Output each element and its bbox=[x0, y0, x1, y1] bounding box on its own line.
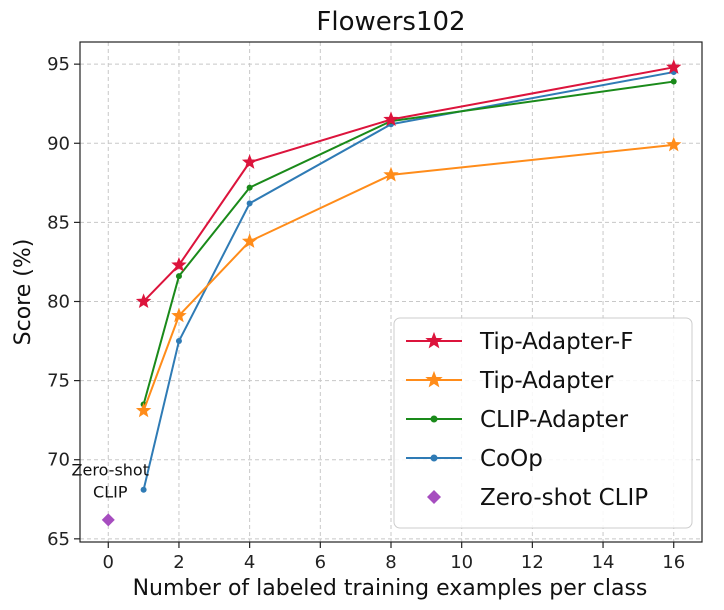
legend-label: Zero-shot CLIP bbox=[480, 485, 648, 511]
y-tick-label: 75 bbox=[47, 371, 70, 392]
annotation-label: Zero-shot bbox=[72, 461, 149, 480]
data-point bbox=[175, 273, 182, 280]
legend-box bbox=[393, 317, 693, 529]
chart-title: Flowers102 bbox=[316, 7, 465, 37]
x-axis-label: Number of labeled training examples per … bbox=[133, 576, 648, 601]
legend-marker bbox=[425, 331, 443, 349]
x-tick-label: 16 bbox=[662, 552, 685, 573]
y-tick-label: 65 bbox=[47, 529, 70, 550]
legend-item-tip-adapter-f: Tip-Adapter-F bbox=[406, 329, 633, 355]
legend-item-clip-adapter: CLIP-Adapter bbox=[406, 407, 629, 433]
y-tick-label: 85 bbox=[47, 212, 70, 233]
data-point bbox=[101, 513, 115, 527]
data-point bbox=[135, 402, 152, 418]
series-tip-adapter-f bbox=[135, 59, 682, 309]
axis-ticks: 0 2 4 6 8 10 12 14 16 65 70 75 80 85 90 95 bbox=[47, 54, 685, 573]
series-tip-adapter bbox=[135, 136, 682, 418]
data-point bbox=[246, 184, 253, 191]
legend-label: CLIP-Adapter bbox=[480, 407, 629, 433]
data-point bbox=[246, 200, 253, 207]
data-point bbox=[666, 59, 682, 74]
data-point bbox=[241, 233, 258, 248]
x-tick-label: 10 bbox=[450, 552, 473, 573]
y-tick-label: 95 bbox=[47, 54, 70, 75]
x-tick-label: 4 bbox=[244, 552, 255, 573]
legend-marker bbox=[427, 490, 441, 504]
legend-item-tip-adapter: Tip-Adapter bbox=[406, 368, 614, 394]
data-point bbox=[670, 78, 677, 85]
legend-marker bbox=[425, 370, 443, 388]
data-point bbox=[241, 154, 258, 169]
x-tick-label: 12 bbox=[521, 552, 544, 573]
legend-label: Tip-Adapter bbox=[479, 368, 614, 394]
x-tick-label: 14 bbox=[592, 552, 615, 573]
data-point bbox=[383, 111, 399, 127]
x-tick-label: 8 bbox=[385, 552, 396, 573]
annotations: Zero-shot CLIP bbox=[72, 461, 149, 502]
legend-item-coop: CoOp bbox=[406, 446, 543, 472]
legend-marker bbox=[430, 415, 438, 423]
x-tick-label: 0 bbox=[103, 552, 114, 573]
y-axis-label: Score (%) bbox=[11, 239, 36, 346]
series-zero-shot-clip bbox=[101, 513, 115, 527]
data-point bbox=[666, 136, 682, 152]
legend-item-zero-shot-clip: Zero-shot CLIP bbox=[427, 485, 648, 511]
data-point bbox=[140, 486, 147, 493]
data-point bbox=[171, 307, 187, 323]
legend-label: Tip-Adapter-F bbox=[479, 329, 633, 355]
legend-label: CoOp bbox=[480, 446, 543, 472]
series-line bbox=[142, 66, 674, 303]
data-point bbox=[383, 166, 399, 182]
y-tick-label: 80 bbox=[47, 291, 70, 312]
y-tick-label: 90 bbox=[47, 133, 70, 154]
series-layer bbox=[101, 59, 682, 527]
x-tick-label: 6 bbox=[315, 552, 326, 573]
data-point bbox=[175, 338, 182, 345]
data-point bbox=[135, 293, 152, 309]
legend: Tip-Adapter-F Tip-Adapter CLIP-Adapter CoOp… bbox=[393, 317, 693, 529]
data-point bbox=[171, 256, 187, 272]
legend-marker bbox=[430, 454, 438, 462]
y-tick-label: 70 bbox=[47, 450, 70, 471]
annotation-label: CLIP bbox=[93, 483, 128, 502]
x-tick-label: 2 bbox=[173, 552, 184, 573]
